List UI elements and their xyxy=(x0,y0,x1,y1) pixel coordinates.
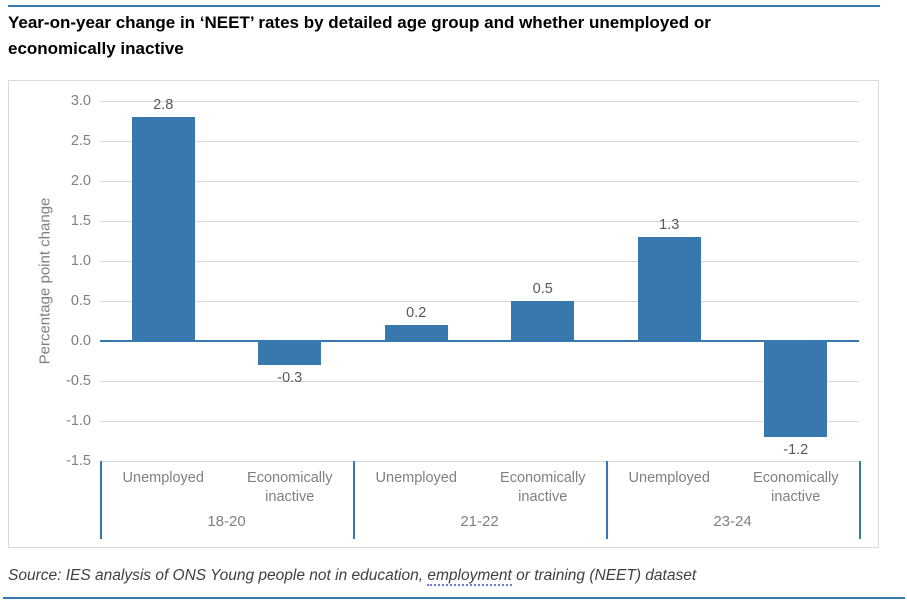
bar-value-label: 0.5 xyxy=(532,281,553,297)
category-axis-label: Unemployed xyxy=(122,470,204,486)
category-axis-label: Unemployed xyxy=(628,470,710,486)
source-text-prefix: Source: IES analysis of ONS Young people… xyxy=(8,567,428,584)
bar-value-label: 0.2 xyxy=(406,305,427,321)
category-axis-label: Unemployed xyxy=(375,470,457,486)
y-tick-label: 2.0 xyxy=(70,173,91,189)
bar xyxy=(637,237,701,341)
figure-title-line-1: Year-on-year change in ‘NEET’ rates by d… xyxy=(8,13,711,32)
bar xyxy=(384,325,448,341)
gridline xyxy=(100,101,859,102)
gridline xyxy=(100,261,859,262)
bar xyxy=(131,117,195,341)
source-text-suffix: or training (NEET) dataset xyxy=(511,567,697,584)
bar-value-label: -0.3 xyxy=(277,370,303,386)
gridline xyxy=(100,301,859,302)
chart-panel: Percentage point change 3.0 2.5 2.0 1.5 1.0 0.… xyxy=(8,80,879,548)
y-tick-label: 0.5 xyxy=(70,293,91,309)
source-text-spellcheck-word: employment xyxy=(427,567,512,586)
bar xyxy=(258,341,322,365)
bar-value-label: -1.2 xyxy=(783,442,809,458)
bar-value-label: 2.8 xyxy=(153,97,174,113)
group-axis-label: 21-22 xyxy=(460,513,499,530)
group-separator-line xyxy=(100,461,102,539)
top-divider-rule xyxy=(8,5,880,7)
gridline xyxy=(100,421,859,422)
source-caption: Source: IES analysis of ONS Young people… xyxy=(8,566,898,586)
bar xyxy=(511,301,575,341)
y-tick-label: 0.0 xyxy=(70,333,91,349)
bar xyxy=(764,341,828,437)
gridline xyxy=(100,461,859,462)
y-tick-label: 1.5 xyxy=(70,213,91,229)
category-axis-label: Economically inactive xyxy=(753,470,839,505)
category-axis-label: Economically inactive xyxy=(500,470,586,505)
group-axis-label: 18-20 xyxy=(207,513,246,530)
y-tick-label: -1.5 xyxy=(66,453,91,469)
y-tick-label: 3.0 xyxy=(70,93,91,109)
group-separator-line xyxy=(353,461,355,539)
gridline xyxy=(100,381,859,382)
gridline xyxy=(100,141,859,142)
bottom-divider-rule xyxy=(3,597,905,599)
figure-title: Year-on-year change in ‘NEET’ rates by d… xyxy=(8,10,893,62)
y-tick-label: 1.0 xyxy=(70,253,91,269)
bar-value-label: 1.3 xyxy=(659,217,680,233)
chart-plot-area: Percentage point change 3.0 2.5 2.0 1.5 1.0 0.… xyxy=(9,81,878,547)
gridline xyxy=(100,181,859,182)
group-separator-line xyxy=(606,461,608,539)
figure-title-line-2: economically inactive xyxy=(8,39,184,58)
group-separator-line xyxy=(859,461,861,539)
y-tick-label: 2.5 xyxy=(70,133,91,149)
category-axis-label: Economically inactive xyxy=(247,470,333,505)
y-tick-label: -1.0 xyxy=(66,413,91,429)
gridline xyxy=(100,221,859,222)
group-axis-label: 23-24 xyxy=(713,513,752,530)
zero-axis-line xyxy=(100,340,859,342)
y-tick-label: -0.5 xyxy=(66,373,91,389)
